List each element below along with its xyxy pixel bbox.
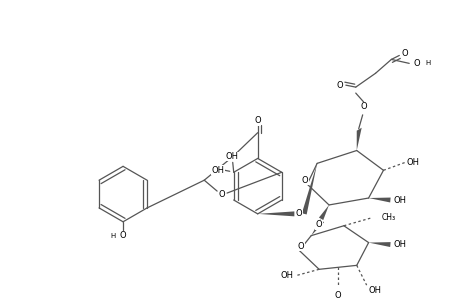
Text: OH: OH	[367, 286, 380, 295]
Text: OH: OH	[225, 152, 238, 161]
Polygon shape	[368, 242, 390, 247]
Text: O: O	[359, 102, 366, 111]
Text: O: O	[218, 190, 225, 199]
Text: OH: OH	[211, 166, 224, 175]
Text: O: O	[119, 231, 126, 240]
Text: O: O	[336, 81, 342, 90]
Polygon shape	[356, 128, 361, 151]
Text: OH: OH	[406, 158, 419, 167]
Text: O: O	[334, 291, 341, 300]
Polygon shape	[311, 219, 324, 236]
Text: CH₃: CH₃	[381, 213, 395, 222]
Polygon shape	[318, 205, 328, 220]
Text: O: O	[301, 176, 308, 185]
Text: OH: OH	[393, 196, 406, 205]
Text: H: H	[110, 233, 115, 239]
Text: O: O	[315, 220, 322, 229]
Polygon shape	[301, 164, 316, 214]
Text: O: O	[413, 59, 420, 68]
Text: O: O	[254, 116, 260, 125]
Text: OH: OH	[393, 240, 406, 249]
Text: O: O	[295, 209, 302, 218]
Polygon shape	[368, 197, 390, 202]
Text: OH: OH	[280, 271, 293, 280]
Text: O: O	[401, 49, 408, 58]
Text: H: H	[424, 60, 429, 66]
Polygon shape	[257, 212, 294, 216]
Text: O: O	[297, 242, 304, 251]
